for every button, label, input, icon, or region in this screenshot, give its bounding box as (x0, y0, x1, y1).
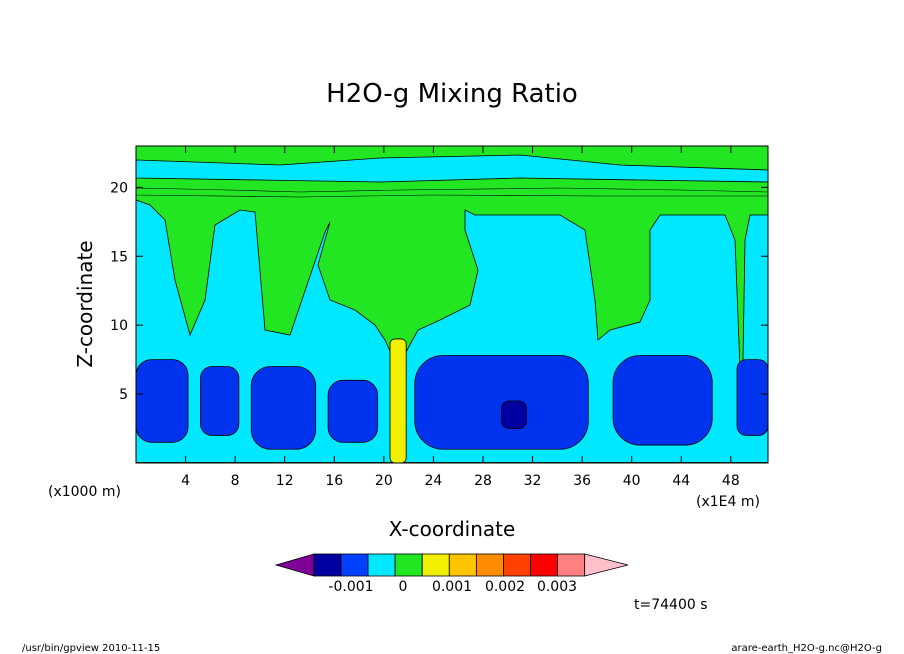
x-units-label: (x1E4 m) (696, 494, 760, 510)
colorbar-box-2 (340, 553, 369, 577)
chart-title: H2O-g Mixing Ratio (326, 79, 578, 109)
y-axis-label: Z-coordinate (73, 240, 97, 367)
colorbar-label-1: 0 (399, 579, 408, 595)
contour-region-8 (389, 338, 407, 464)
colorbar-box-4 (394, 553, 423, 577)
x-tick-label-48: 48 (722, 473, 740, 489)
x-axis-label: X-coordinate (389, 517, 516, 541)
colorbar-box-3 (367, 553, 396, 577)
y-tick-label-10: 10 (110, 318, 128, 334)
footer-left: /usr/bin/gpview 2010-11-15 (22, 643, 160, 654)
contour-region-6 (736, 359, 769, 436)
plot-area (135, 145, 769, 464)
y-tick-label-5: 5 (119, 387, 128, 403)
x-tick-label-12: 12 (276, 473, 294, 489)
y-tick-label-15: 15 (110, 249, 128, 265)
colorbar-box-8 (503, 553, 531, 577)
footer-right: arare-earth_H2O-g.nc@H2O-g (731, 643, 882, 654)
plot-frame (135, 145, 769, 464)
colorbar-box-1 (313, 553, 342, 577)
contour-region-4 (414, 355, 589, 450)
colorbar-box-6 (448, 553, 477, 577)
contour-region-3 (327, 379, 379, 443)
colorbar-label-4: 0.003 (537, 579, 577, 595)
contour-region-2 (250, 366, 317, 450)
colorbar-label-3: 0.002 (485, 579, 525, 595)
colorbar-box-7 (475, 553, 504, 577)
colorbar-box-9 (530, 553, 558, 577)
x-tick-label-8: 8 (231, 473, 240, 489)
x-tick-label-40: 40 (623, 473, 641, 489)
colorbar-label-0: -0.001 (328, 579, 373, 595)
colorbar-box-5 (421, 553, 450, 577)
x-tick-label-16: 16 (325, 473, 343, 489)
time-label: t=74400 s (634, 597, 708, 613)
x-tick-label-36: 36 (573, 473, 591, 489)
contour-region-7 (501, 400, 527, 429)
colorbar-box-10 (557, 553, 586, 577)
x-tick-label-44: 44 (672, 473, 690, 489)
x-tick-label-24: 24 (424, 473, 442, 489)
x-tick-label-20: 20 (375, 473, 393, 489)
colorbar-arrow-right (584, 553, 629, 577)
y-units-label: (x1000 m) (48, 484, 121, 500)
y-tick-label-20: 20 (110, 180, 128, 196)
colorbar-arrow-left (274, 553, 315, 577)
contour-region-5 (612, 355, 713, 446)
contour-region-1 (200, 366, 240, 436)
x-tick-label-32: 32 (524, 473, 542, 489)
cyan-bottom-strip (136, 455, 768, 462)
colorbar (274, 553, 629, 577)
colorbar-label-2: 0.001 (432, 579, 472, 595)
contour-region-0 (135, 359, 189, 443)
x-tick-label-28: 28 (474, 473, 492, 489)
x-tick-label-4: 4 (181, 473, 190, 489)
